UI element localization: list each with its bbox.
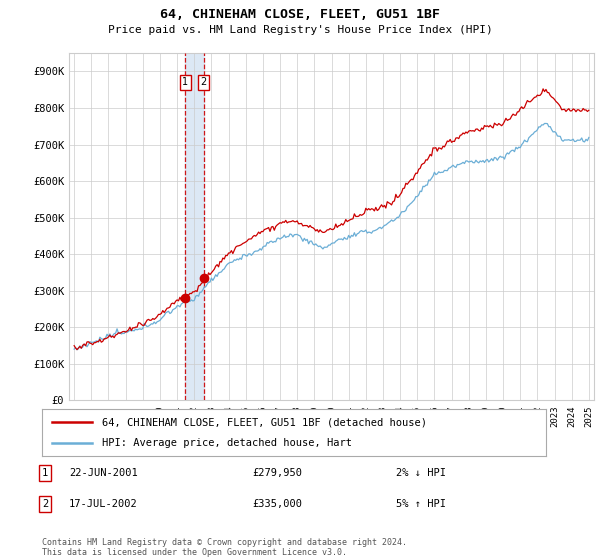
Text: 1: 1	[42, 468, 48, 478]
Text: £279,950: £279,950	[252, 468, 302, 478]
Text: 5% ↑ HPI: 5% ↑ HPI	[396, 499, 446, 509]
Text: HPI: Average price, detached house, Hart: HPI: Average price, detached house, Hart	[103, 438, 352, 448]
Bar	[185, 53, 203, 400]
Text: £335,000: £335,000	[252, 499, 302, 509]
Text: 1: 1	[182, 77, 188, 87]
Text: Contains HM Land Registry data © Crown copyright and database right 2024.
This d: Contains HM Land Registry data © Crown c…	[42, 538, 407, 557]
Text: 22-JUN-2001: 22-JUN-2001	[69, 468, 138, 478]
Text: Price paid vs. HM Land Registry's House Price Index (HPI): Price paid vs. HM Land Registry's House …	[107, 25, 493, 35]
Text: 2: 2	[42, 499, 48, 509]
Text: 17-JUL-2002: 17-JUL-2002	[69, 499, 138, 509]
Text: 2: 2	[200, 77, 206, 87]
Text: 64, CHINEHAM CLOSE, FLEET, GU51 1BF: 64, CHINEHAM CLOSE, FLEET, GU51 1BF	[160, 8, 440, 21]
Text: 2% ↓ HPI: 2% ↓ HPI	[396, 468, 446, 478]
Text: 64, CHINEHAM CLOSE, FLEET, GU51 1BF (detached house): 64, CHINEHAM CLOSE, FLEET, GU51 1BF (det…	[103, 417, 427, 427]
